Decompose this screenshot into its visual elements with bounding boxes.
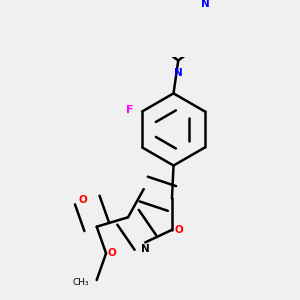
Text: CH₃: CH₃ xyxy=(73,278,89,287)
Text: N: N xyxy=(141,244,150,254)
Text: O: O xyxy=(108,248,116,258)
Text: O: O xyxy=(174,225,183,235)
Text: N: N xyxy=(201,0,209,9)
Text: O: O xyxy=(78,195,87,205)
Text: N: N xyxy=(174,68,183,78)
Text: F: F xyxy=(126,105,134,115)
